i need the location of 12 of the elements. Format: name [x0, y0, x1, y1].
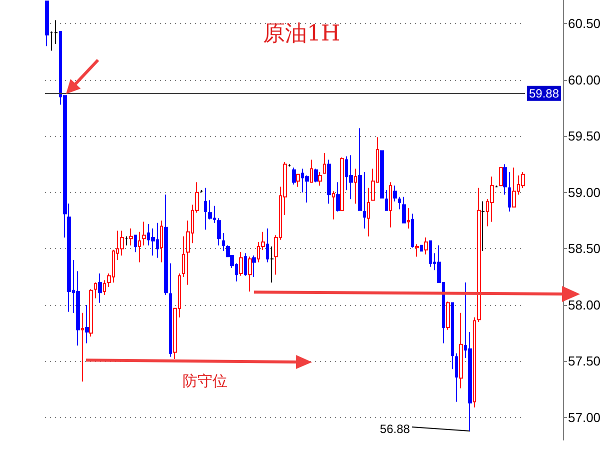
ref-line-label: 59.88	[529, 86, 560, 100]
y-tick-label: 57.50	[568, 354, 601, 369]
y-tick-label: 58.00	[568, 297, 601, 312]
y-tick-label: 58.50	[568, 241, 601, 256]
annotation: 56.88	[380, 422, 410, 436]
y-tick-label: 57.00	[568, 410, 601, 425]
y-tick-label: 60.00	[568, 72, 601, 88]
text: 原油1H	[263, 22, 340, 46]
annotation: 防守位	[182, 372, 228, 390]
y-tick-label: 59.50	[568, 128, 601, 144]
y-tick-label: 60.50	[568, 16, 601, 32]
y-tick-label: 59.00	[568, 184, 601, 200]
